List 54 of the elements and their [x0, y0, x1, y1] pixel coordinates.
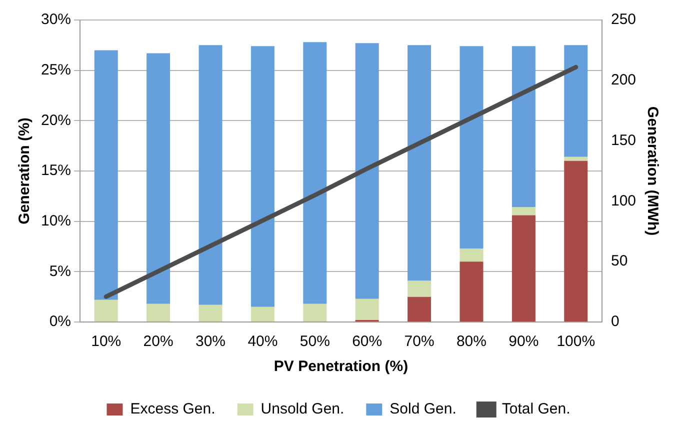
- legend-label: Total Gen.: [502, 400, 570, 418]
- bar: [460, 46, 484, 249]
- bar: [94, 300, 118, 322]
- bar: [408, 296, 432, 322]
- bar: [355, 43, 379, 299]
- y2-tick-label: 0: [610, 313, 620, 330]
- x-tick-label: 10%: [91, 333, 122, 350]
- x-tick-label: 30%: [195, 333, 226, 350]
- bar: [460, 248, 484, 262]
- bar: [146, 304, 170, 322]
- bar: [564, 160, 588, 322]
- x-tick-label: 70%: [404, 333, 434, 350]
- x-tick-label: 40%: [248, 333, 278, 350]
- y2-tick-label: 100: [610, 192, 636, 210]
- bar: [303, 304, 327, 322]
- x-tick-label: 20%: [143, 333, 174, 350]
- y-tick-label: 0%: [49, 313, 72, 330]
- y-tick-label: 30%: [40, 11, 72, 28]
- y-axis-title: Generation (%): [16, 118, 34, 224]
- x-tick-label: 60%: [352, 333, 382, 350]
- bar: [460, 262, 484, 322]
- y2-tick-label: 150: [610, 132, 636, 149]
- y2-tick-label: 250: [610, 11, 636, 28]
- y-tick-label: 10%: [40, 212, 72, 230]
- y-tick-label: 25%: [40, 61, 72, 78]
- bar: [512, 207, 536, 216]
- bar: [408, 45, 432, 281]
- x-axis-title: PV Penetration (%): [274, 358, 408, 376]
- bar: [564, 45, 588, 157]
- bar: [512, 46, 536, 208]
- bar: [303, 42, 327, 304]
- y2-axis-title: Generation (MWh): [644, 106, 661, 236]
- bar: [198, 45, 222, 305]
- legend-label: Unsold Gen.: [260, 400, 344, 418]
- x-tick-label: 80%: [456, 333, 486, 350]
- bar: [564, 156, 588, 161]
- x-tick-label: 100%: [556, 333, 596, 350]
- bar: [512, 215, 536, 322]
- bar: [146, 53, 170, 304]
- bar: [250, 46, 274, 307]
- bar: [355, 298, 379, 320]
- legend-label: Sold Gen.: [390, 400, 456, 418]
- y-tick-label: 20%: [40, 112, 72, 129]
- bar: [94, 50, 118, 300]
- bar: [198, 304, 222, 322]
- y-tick-label: 5%: [49, 262, 72, 280]
- bar: [408, 280, 432, 297]
- y-tick-label: 15%: [40, 162, 72, 180]
- bar: [250, 306, 274, 322]
- y2-tick-label: 200: [610, 72, 636, 89]
- y2-tick-label: 50: [610, 252, 628, 270]
- x-tick-label: 50%: [300, 333, 330, 350]
- legend-label: Excess Gen.: [130, 400, 216, 418]
- x-tick-label: 90%: [508, 333, 539, 350]
